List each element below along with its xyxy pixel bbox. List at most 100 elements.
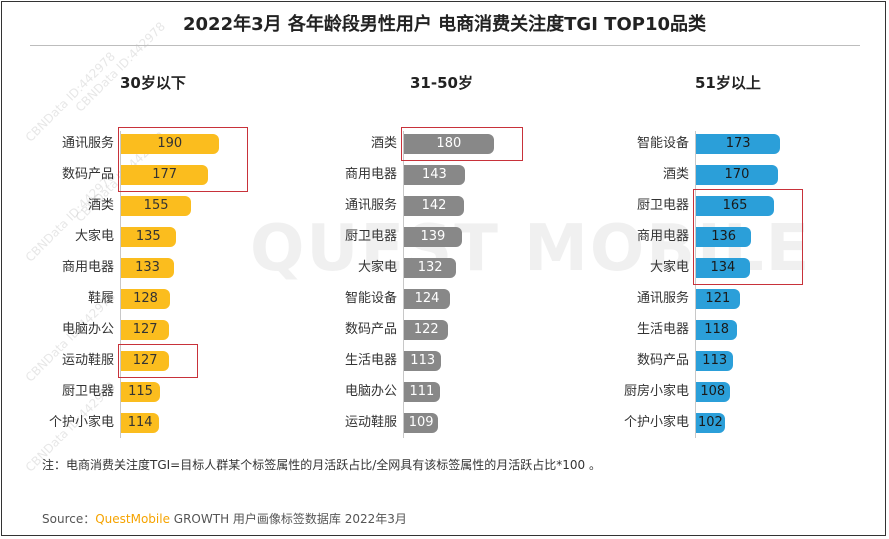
data-bar	[404, 289, 451, 309]
category-row: 大家电	[10, 227, 114, 247]
data-value-label: 173	[725, 136, 751, 151]
category-label: 生活电器	[344, 353, 397, 368]
category-row: 厨卫电器	[293, 227, 397, 247]
category-label: 大家电	[74, 229, 114, 244]
source-line: Source：QuestMobile GROWTH 用户画像标签数据库 2022…	[42, 510, 407, 527]
data-value-label: 102	[698, 415, 723, 430]
panel-title: 31-50岁	[410, 74, 473, 92]
data-value-label: 180	[436, 136, 462, 151]
data-value-label: 114	[127, 415, 153, 430]
panel-title: 51岁以上	[695, 74, 761, 92]
panel-axis	[403, 131, 404, 438]
data-bar	[404, 134, 494, 154]
data-bar	[121, 289, 171, 309]
category-row: 个护小家电	[10, 413, 114, 433]
data-bar	[404, 165, 465, 185]
category-label: 厨卫电器	[61, 384, 114, 399]
category-label: 智能设备	[344, 291, 397, 306]
title-divider	[30, 45, 860, 46]
category-row: 智能设备	[293, 289, 397, 309]
data-value-label: 143	[422, 167, 447, 182]
data-value-label: 133	[135, 260, 160, 275]
data-bar	[404, 413, 439, 433]
category-label: 商用电器	[61, 260, 114, 275]
category-row: 厨房小家电	[585, 382, 689, 402]
category-label: 酒类	[370, 136, 397, 151]
category-row: 商用电器	[585, 227, 689, 247]
category-label: 通讯服务	[636, 291, 689, 306]
data-bar	[696, 351, 734, 371]
data-bar	[404, 258, 457, 278]
data-bar	[404, 351, 442, 371]
category-label: 数码产品	[61, 167, 114, 182]
data-value-label: 118	[704, 322, 730, 337]
data-value-label: 170	[724, 167, 750, 182]
category-row: 数码产品	[585, 351, 689, 371]
category-label: 电脑办公	[61, 322, 114, 337]
category-row: 酒类	[585, 165, 689, 185]
category-row: 生活电器	[293, 351, 397, 371]
chart-title: 2022年3月 各年龄段男性用户 电商消费关注度TGI TOP10品类	[183, 14, 706, 35]
data-bar	[696, 196, 774, 216]
category-label: 智能设备	[636, 136, 689, 151]
data-value-label: 111	[409, 384, 435, 399]
category-label: 个护小家电	[48, 415, 114, 430]
data-bar	[404, 196, 465, 216]
data-value-label: 122	[413, 322, 439, 337]
category-label: 通讯服务	[61, 136, 114, 151]
data-bar	[696, 258, 750, 278]
data-bar	[121, 258, 175, 278]
data-bar	[696, 289, 740, 309]
category-row: 商用电器	[10, 258, 114, 278]
highlight-box	[118, 127, 248, 192]
data-value-label: 135	[135, 229, 161, 244]
data-value-label: 177	[152, 167, 178, 182]
data-value-label: 139	[420, 229, 446, 244]
highlight-box	[401, 127, 523, 161]
category-label: 个护小家电	[623, 415, 689, 430]
source-brand: QuestMobile	[95, 512, 170, 526]
category-row: 酒类	[10, 196, 114, 216]
category-row: 电脑办公	[293, 382, 397, 402]
data-value-label: 128	[133, 291, 158, 306]
category-row: 个护小家电	[585, 413, 689, 433]
data-value-label: 155	[143, 198, 169, 213]
data-bar	[121, 382, 160, 402]
data-bar	[696, 413, 725, 433]
data-value-label: 132	[417, 260, 443, 275]
category-row: 厨卫电器	[10, 382, 114, 402]
data-value-label: 115	[128, 384, 153, 399]
category-label: 运动鞋服	[344, 415, 397, 430]
category-label: 厨卫电器	[344, 229, 397, 244]
category-row: 通讯服务	[10, 134, 114, 154]
category-row: 通讯服务	[293, 196, 397, 216]
highlight-box	[693, 189, 803, 285]
data-bar	[121, 413, 160, 433]
data-bar	[121, 227, 176, 247]
data-bar	[121, 351, 170, 371]
data-bar	[696, 227, 752, 247]
source-suffix: GROWTH 用户画像标签数据库 2022年3月	[169, 512, 407, 526]
category-label: 通讯服务	[344, 198, 397, 213]
category-row: 运动鞋服	[10, 351, 114, 371]
data-value-label: 121	[705, 291, 731, 306]
data-bar	[404, 227, 462, 247]
data-value-label: 108	[700, 384, 726, 399]
category-label: 数码产品	[344, 322, 397, 337]
data-value-label: 142	[421, 198, 447, 213]
category-row: 运动鞋服	[293, 413, 397, 433]
data-bar	[121, 196, 192, 216]
category-row: 数码产品	[10, 165, 114, 185]
category-label: 商用电器	[636, 229, 689, 244]
data-value-label: 124	[414, 291, 440, 306]
panel-title: 30岁以下	[120, 74, 186, 92]
data-bar	[121, 134, 219, 154]
data-value-label: 134	[710, 260, 736, 275]
category-row: 鞋履	[10, 289, 114, 309]
category-label: 数码产品	[636, 353, 689, 368]
category-row: 电脑办公	[10, 320, 114, 340]
category-label: 生活电器	[636, 322, 689, 337]
data-bar	[121, 165, 209, 185]
category-label: 厨卫电器	[636, 198, 689, 213]
data-value-label: 127	[132, 353, 158, 368]
